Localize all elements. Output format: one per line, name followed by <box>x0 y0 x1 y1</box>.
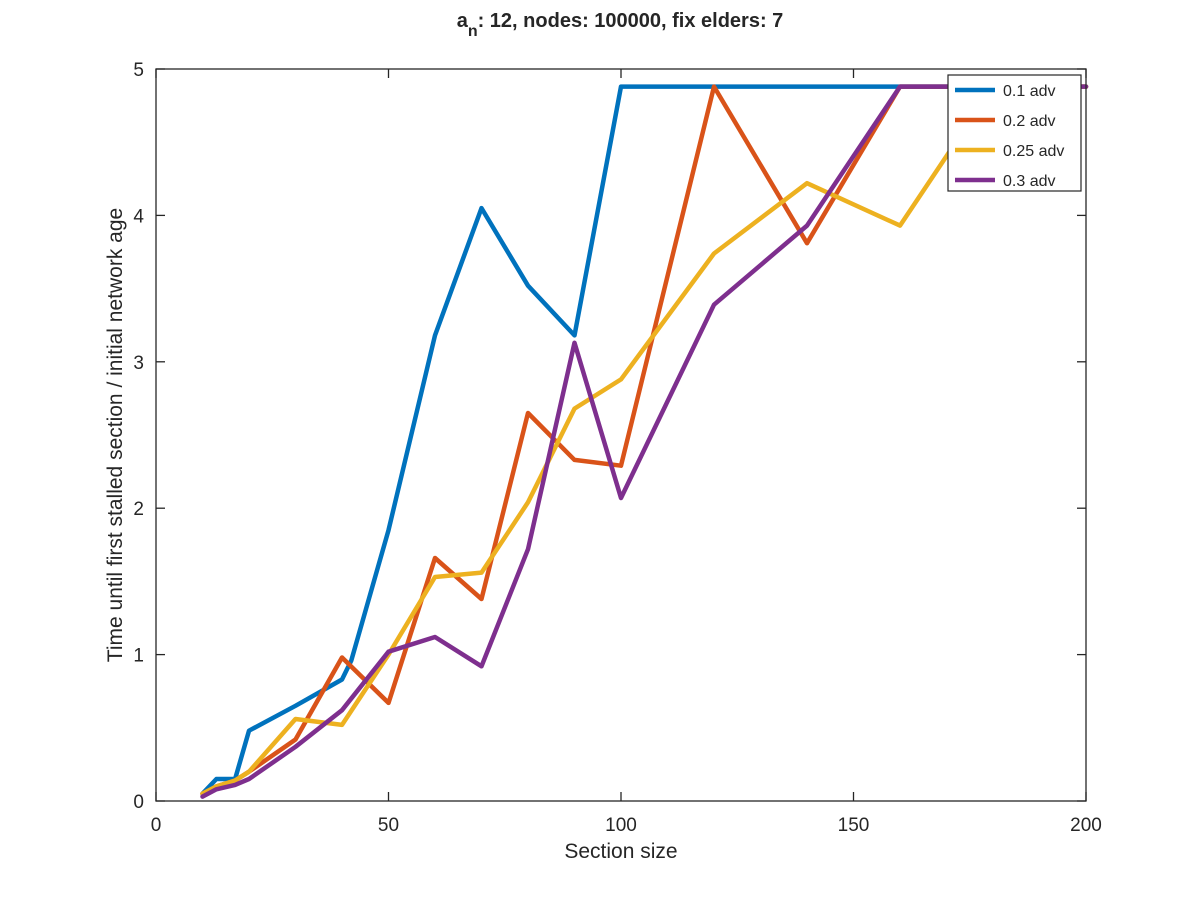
x-tick-label: 100 <box>605 815 637 836</box>
x-tick-label: 0 <box>151 815 162 836</box>
x-axis-label: Section size <box>564 840 677 863</box>
axis-ticks <box>155 68 1087 802</box>
series-line-0-25-adv <box>200 84 1089 796</box>
legend-box <box>947 74 1082 192</box>
legend-label: 0.25 adv <box>1003 143 1064 160</box>
y-tick-label: 1 <box>133 646 144 667</box>
y-tick-label: 4 <box>133 206 144 227</box>
x-tick-label: 150 <box>838 815 870 836</box>
legend-label: 0.1 adv <box>1003 83 1055 100</box>
series-line-0-1-adv <box>200 84 1089 796</box>
x-tick-label: 200 <box>1070 815 1102 836</box>
y-tick-labels: 0 1 2 3 4 5 <box>133 60 144 813</box>
y-tick-label: 0 <box>133 792 144 813</box>
series-line-0-3-adv <box>200 84 1089 799</box>
x-tick-labels: 0 50 100 150 200 <box>151 815 1102 836</box>
legend-label: 0.3 adv <box>1003 173 1055 190</box>
y-tick-label: 3 <box>133 353 144 374</box>
chart-title: an: 12, nodes: 100000, fix elders: 7 <box>457 10 784 40</box>
y-tick-label: 5 <box>133 60 144 81</box>
series-lines <box>200 84 1089 799</box>
y-axis-label: Time until first stalled section / initi… <box>104 208 127 662</box>
title-variable: a <box>457 10 469 32</box>
x-tick-label: 50 <box>378 815 399 836</box>
title-rest: : 12, nodes: 100000, fix elders: 7 <box>478 10 784 32</box>
title-subscript: n <box>468 23 478 40</box>
legend-label: 0.2 adv <box>1003 113 1055 130</box>
legend: 0.1 adv 0.2 adv 0.25 adv 0.3 adv <box>947 74 1082 192</box>
y-tick-label: 2 <box>133 499 144 520</box>
